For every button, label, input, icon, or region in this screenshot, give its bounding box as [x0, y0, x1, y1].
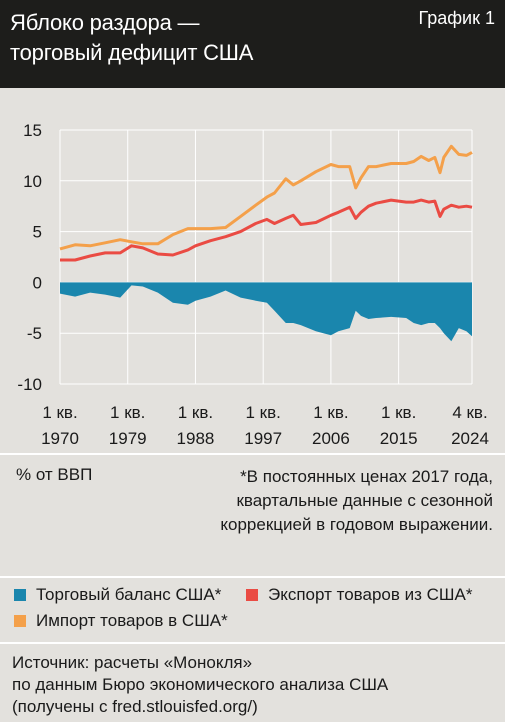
y-axis-ticks: 15 10 5 0 -5 -10 — [17, 121, 42, 394]
divider-middle — [0, 576, 505, 578]
x-tick-label-quarter: 4 кв. — [452, 403, 487, 422]
x-tick-label-year: 1997 — [244, 429, 282, 448]
y-tick-label: 15 — [23, 121, 42, 140]
y-tick-label: -5 — [27, 324, 42, 343]
x-tick-label-year: 1988 — [177, 429, 215, 448]
footnote: *В постоянных ценах 2017 года, квартальн… — [220, 467, 493, 534]
x-tick-label-year: 2024 — [451, 429, 489, 448]
legend-item-balance: Торговый баланс США* — [14, 584, 221, 606]
legend-item-exports: Экспорт товаров из США* — [246, 584, 472, 606]
legend-swatch-exports — [246, 588, 258, 601]
x-tick-label-quarter: 1 кв. — [110, 403, 145, 422]
chart-title-line2: торговый дефицит США — [10, 40, 254, 65]
x-tick-label-year: 1979 — [109, 429, 147, 448]
x-axis-ticks: 1 кв. 1970 1 кв. 1979 1 кв. 1988 1 кв. 1997 1 кв… — [41, 403, 489, 448]
chart-title: Яблоко раздора — торговый дефицит США — [10, 8, 370, 68]
chart-notes: % от ВВП *В постоянных ценах 2017 года, … — [0, 455, 505, 575]
chart-title-line1: Яблоко раздора — — [10, 10, 200, 35]
divider-top — [0, 453, 505, 455]
x-tick-label-year: 1970 — [41, 429, 79, 448]
series-line-imports — [59, 144, 473, 251]
legend-swatch-balance — [14, 588, 26, 601]
series-marks — [59, 144, 473, 342]
y-tick-label: 5 — [33, 223, 42, 242]
source-line3: (получены с fred.stlouisfed.org/) — [12, 697, 258, 716]
series-line-exports — [60, 198, 473, 262]
grid — [59, 129, 473, 385]
source-line1: Источник: расчеты «Монокля» — [12, 653, 253, 672]
x-tick-label-year: 2006 — [312, 429, 350, 448]
legend-label-imports: Импорт товаров в США* — [36, 611, 228, 630]
plot-background — [0, 88, 505, 455]
x-tick-label-quarter: 1 кв. — [381, 403, 416, 422]
legend-label-exports: Экспорт товаров из США* — [268, 585, 473, 604]
x-tick-label-quarter: 1 кв. — [178, 403, 213, 422]
source-note: Источник: расчеты «Монокля» по данным Бю… — [12, 652, 492, 718]
legend-label-balance: Торговый баланс США* — [36, 585, 222, 604]
chart-number-badge: График 1 — [418, 8, 495, 28]
unit-label: % от ВВП — [16, 465, 93, 484]
x-tick-label-quarter: 1 кв. — [42, 403, 77, 422]
divider-bottom — [0, 642, 505, 644]
y-tick-label: 10 — [23, 172, 42, 191]
series-area-balance — [60, 282, 472, 342]
y-tick-label: 0 — [33, 273, 42, 292]
source-line2: по данным Бюро экономического анализа СШ… — [12, 675, 389, 694]
legend-item-imports: Импорт товаров в США* — [14, 610, 228, 632]
legend-swatch-imports — [14, 614, 26, 627]
x-tick-label-quarter: 1 кв. — [313, 403, 348, 422]
x-tick-label-quarter: 1 кв. — [245, 403, 280, 422]
chart-header: Яблоко раздора — торговый дефицит США Гр… — [0, 0, 505, 88]
legend: Торговый баланс США* Экспорт товаров из … — [0, 578, 505, 638]
x-tick-label-year: 2015 — [380, 429, 418, 448]
y-tick-label: -10 — [17, 375, 42, 394]
